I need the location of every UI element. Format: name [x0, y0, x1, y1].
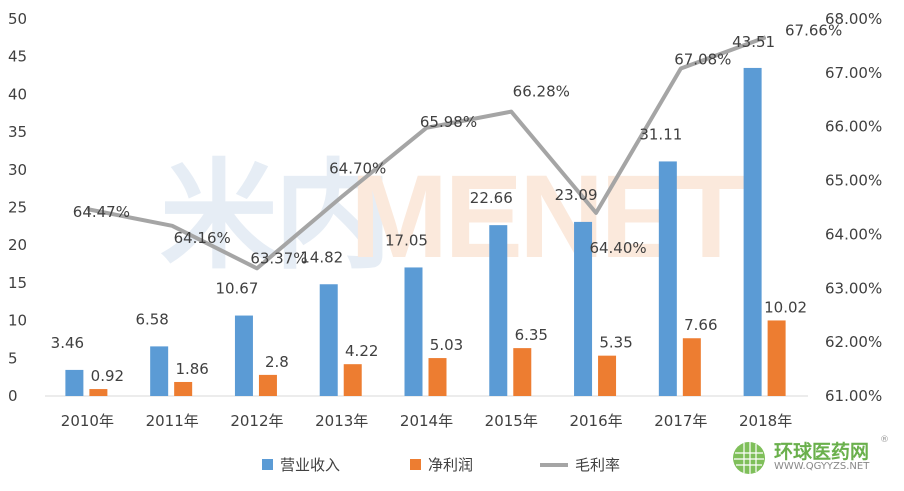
gross-margin-label: 67.66% — [785, 21, 842, 39]
x-axis-tick: 2010年 — [61, 412, 114, 430]
left-axis-tick: 50 — [8, 10, 27, 28]
revenue-label: 3.46 — [51, 334, 84, 352]
revenue-bar — [404, 267, 423, 396]
revenue-label: 22.66 — [470, 189, 513, 207]
right-axis-tick: 62.00% — [825, 333, 882, 351]
watermark-cn: 米内 — [160, 151, 392, 283]
left-axis-tick: 25 — [8, 199, 27, 217]
left-axis-tick: 10 — [8, 312, 27, 330]
revenue-label: 23.09 — [555, 186, 598, 204]
net-profit-label: 5.03 — [430, 336, 463, 354]
net-profit-bar — [598, 355, 617, 396]
legend-revenue-swatch — [262, 459, 273, 470]
net-profit-label: 7.66 — [684, 316, 717, 334]
legend-net-profit-label: 净利润 — [428, 456, 473, 474]
net-profit-bar — [682, 338, 701, 396]
x-axis-tick: 2016年 — [569, 412, 622, 430]
net-profit-bar — [428, 358, 447, 396]
gross-margin-point — [426, 127, 427, 129]
gross-margin-label: 65.98% — [420, 113, 477, 131]
x-axis-tick: 2017年 — [654, 412, 707, 430]
gross-margin-point — [86, 208, 88, 210]
x-axis-tick: 2014年 — [400, 412, 453, 430]
revenue-bar — [743, 67, 762, 396]
right-axis-tick: 63.00% — [825, 279, 882, 297]
x-axis-tick: 2011年 — [146, 412, 199, 430]
net-profit-bar — [258, 374, 277, 396]
left-axis-tick: 35 — [8, 123, 27, 141]
revenue-bar — [489, 225, 508, 396]
net-profit-bar — [513, 348, 532, 396]
left-axis-tick: 30 — [8, 161, 27, 179]
right-axis-tick: 68.00% — [825, 10, 882, 28]
gross-margin-label: 64.16% — [174, 229, 231, 247]
right-axis-tick: 61.00% — [825, 387, 882, 405]
revenue-label: 14.82 — [300, 248, 343, 266]
logo-url: WWW.QGYYZS.NET — [774, 461, 870, 472]
right-axis-tick: 65.00% — [825, 172, 882, 190]
gross-margin-point — [510, 111, 512, 113]
left-axis-tick: 45 — [8, 48, 27, 66]
site-logo: 环球医药网 ® WWW.QGYYZS.NET — [730, 435, 900, 477]
right-axis-tick: 66.00% — [825, 118, 882, 136]
net-profit-label: 0.92 — [91, 367, 124, 385]
net-profit-bar — [767, 320, 786, 396]
gross-margin-point — [341, 196, 343, 198]
left-axis-tick: 20 — [8, 236, 27, 254]
net-profit-bar — [343, 364, 362, 396]
right-axis-tick: 64.00% — [825, 225, 882, 243]
left-axis-tick: 0 — [8, 387, 18, 405]
gross-margin-label: 64.40% — [589, 239, 646, 257]
x-axis-tick: 2018年 — [739, 412, 792, 430]
revenue-bar — [150, 346, 169, 396]
logo-name: 环球医药网 — [774, 441, 870, 463]
net-profit-label: 6.35 — [515, 326, 548, 344]
gross-margin-point — [595, 212, 597, 214]
left-axis-tick: 40 — [8, 85, 27, 103]
net-profit-label: 2.8 — [265, 353, 289, 371]
gross-margin-point — [256, 267, 258, 269]
gross-margin-label: 63.37% — [250, 249, 307, 267]
revenue-label: 31.11 — [639, 125, 682, 143]
revenue-label: 43.51 — [732, 33, 775, 51]
revenue-bar — [658, 161, 677, 396]
registered-mark: ® — [880, 435, 889, 445]
left-axis-tick: 5 — [8, 349, 18, 367]
revenue-bar — [574, 221, 593, 396]
net-profit-label: 4.22 — [345, 342, 378, 360]
net-profit-label: 5.35 — [599, 334, 632, 352]
gross-margin-point — [765, 36, 767, 38]
gross-margin-point — [171, 225, 173, 227]
revenue-label: 17.05 — [385, 231, 428, 249]
revenue-bar — [234, 315, 253, 396]
left-axis-tick: 15 — [8, 274, 27, 292]
legend-revenue-label: 营业收入 — [280, 456, 340, 474]
globe-icon — [733, 442, 765, 474]
net-profit-label: 10.02 — [764, 298, 807, 316]
gross-margin-label: 67.08% — [674, 51, 731, 69]
gross-margin-label: 64.47% — [73, 203, 130, 221]
watermark-en: MENET — [350, 151, 747, 283]
gross-margin-label: 64.70% — [329, 160, 386, 178]
x-axis-tick: 2012年 — [230, 412, 283, 430]
right-axis-tick: 67.00% — [825, 64, 882, 82]
gross-margin-label: 66.28% — [513, 83, 570, 101]
net-profit-label: 1.86 — [175, 360, 208, 378]
net-profit-bar — [174, 381, 193, 396]
revenue-bar — [65, 369, 84, 396]
revenue-label: 6.58 — [135, 310, 168, 328]
revenue-label: 10.67 — [215, 280, 258, 298]
gross-margin-point — [680, 68, 682, 70]
net-profit-bar — [89, 389, 108, 396]
revenue-bar — [319, 284, 338, 396]
x-axis-tick: 2013年 — [315, 412, 368, 430]
legend-net-profit-swatch — [410, 459, 421, 470]
x-axis-tick: 2015年 — [485, 412, 538, 430]
legend-gross-margin-label: 毛利率 — [575, 456, 620, 474]
